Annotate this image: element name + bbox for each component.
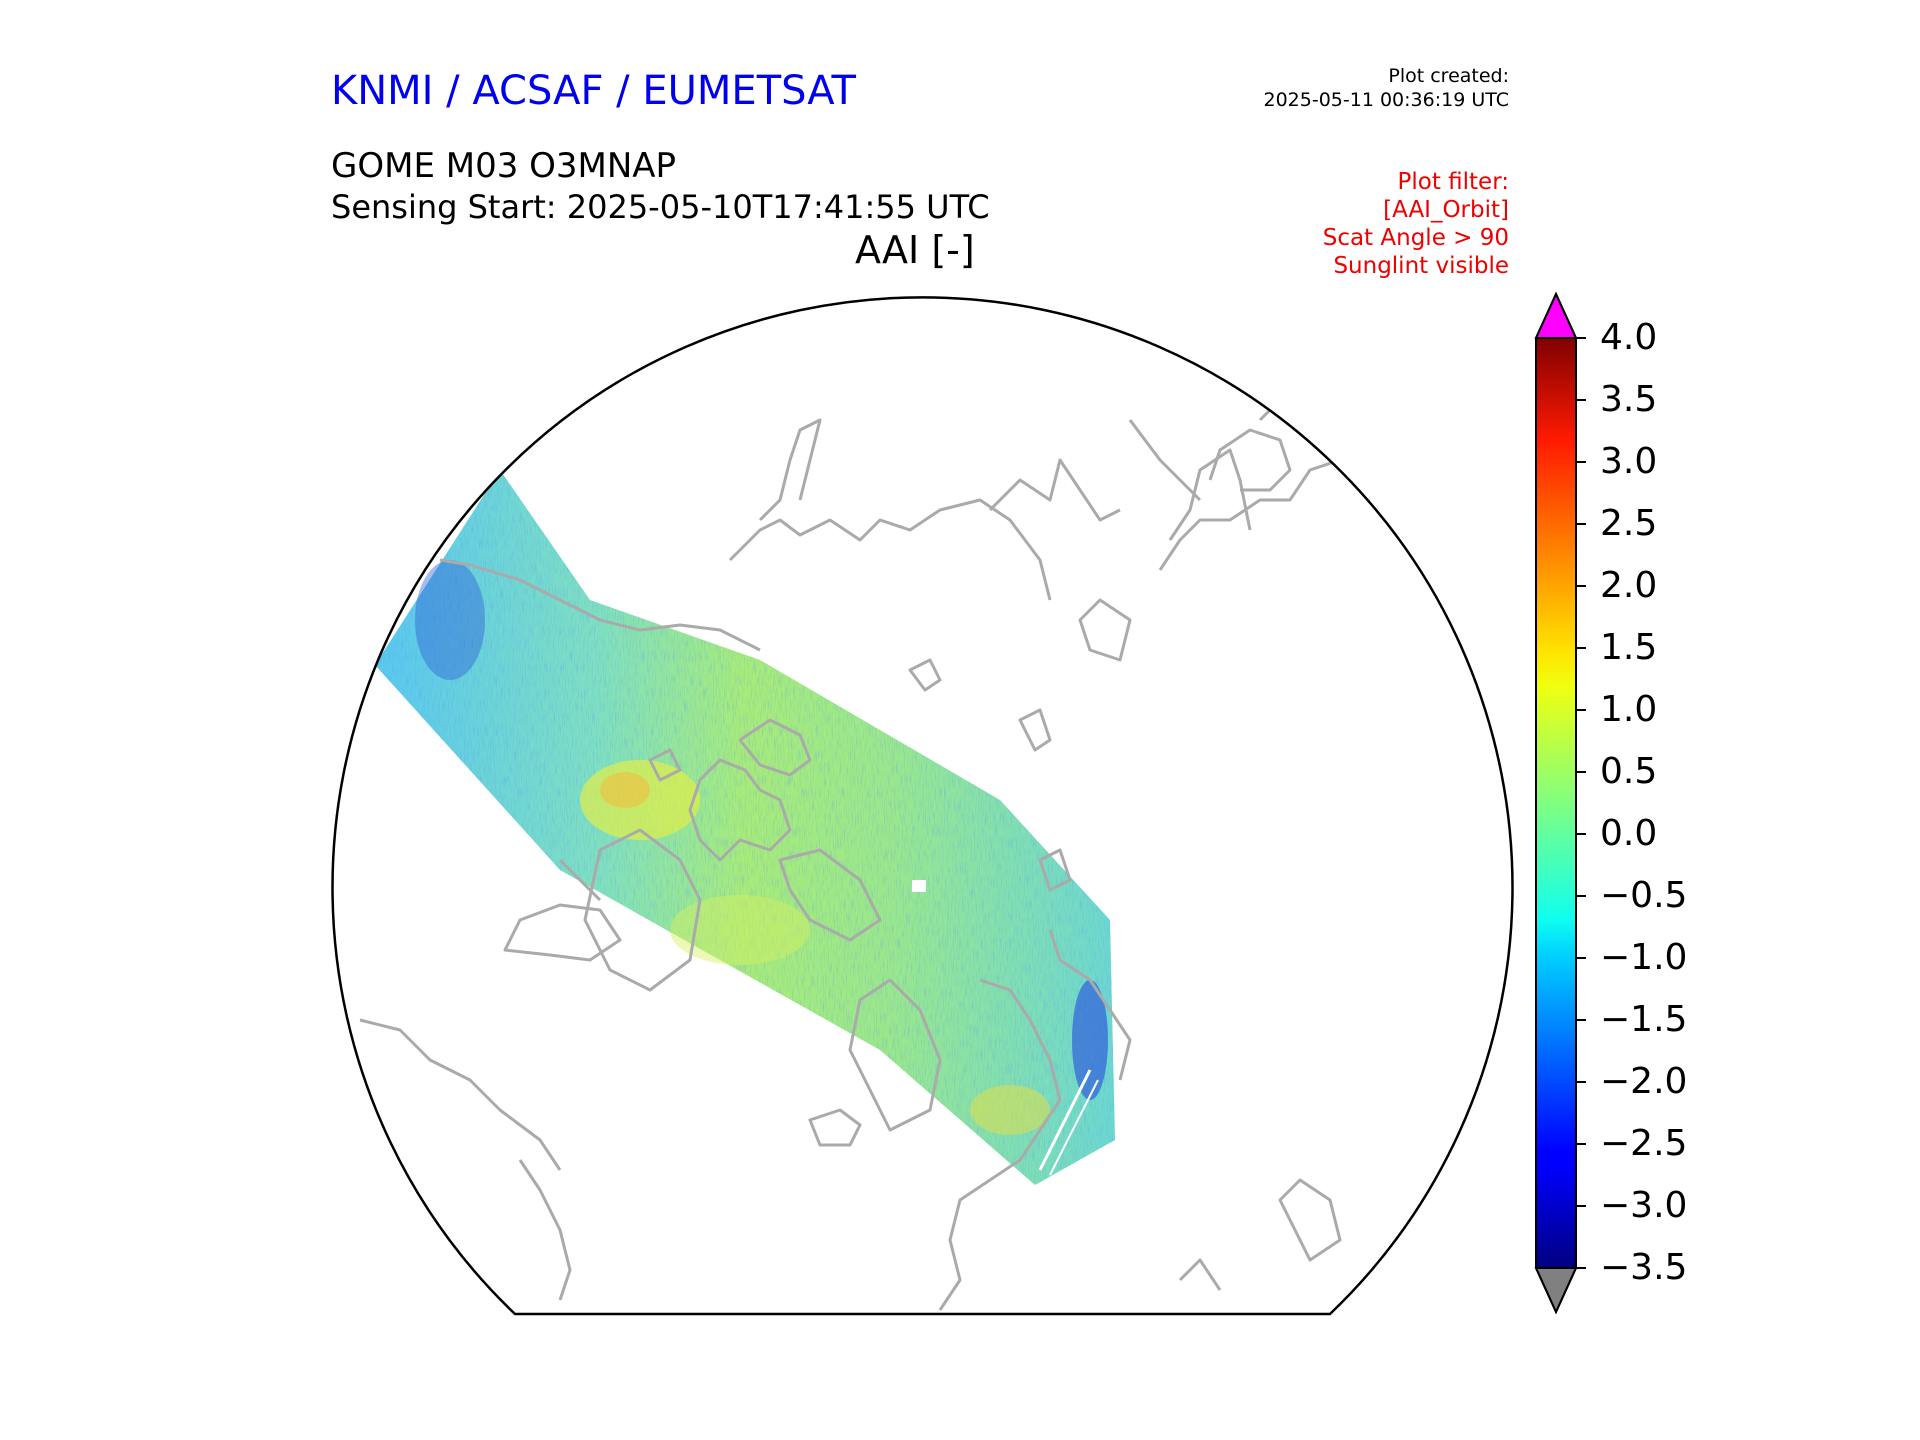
colorbar — [1536, 294, 1586, 1312]
colorbar-tick-label: −1.0 — [1600, 940, 1687, 976]
colorbar-tick-label: 4.0 — [1600, 320, 1657, 356]
colorbar-tick-label: 1.0 — [1600, 692, 1657, 728]
colorbar-gradient — [1536, 338, 1576, 1268]
colorbar-tick-label: 3.0 — [1600, 444, 1657, 480]
colorbar-tick-label: −3.0 — [1600, 1188, 1687, 1224]
swath-high-aai-core — [600, 772, 650, 808]
colorbar-tick-label: 2.0 — [1600, 568, 1657, 604]
colorbar-over-extension — [1536, 294, 1576, 338]
colorbar-ticks — [1576, 338, 1586, 1268]
colorbar-tick-label: 1.5 — [1600, 630, 1657, 666]
colorbar-tick-label: 0.0 — [1600, 816, 1657, 852]
colorbar-tick-label: 2.5 — [1600, 506, 1657, 542]
colorbar-under-extension — [1536, 1268, 1576, 1312]
colorbar-tick-label: −2.5 — [1600, 1126, 1687, 1162]
colorbar-tick-label: −1.5 — [1600, 1002, 1687, 1038]
colorbar-tick-label: −2.0 — [1600, 1064, 1687, 1100]
map-content — [300, 280, 1560, 1340]
colorbar-tick-label: 3.5 — [1600, 382, 1657, 418]
swath-gap — [912, 880, 926, 892]
colorbar-tick-label: 0.5 — [1600, 754, 1657, 790]
colorbar-tick-label: −3.5 — [1600, 1250, 1687, 1286]
swath-south-patch — [970, 1085, 1050, 1135]
swath-low-aai-west — [415, 560, 485, 680]
colorbar-tick-label: −0.5 — [1600, 878, 1687, 914]
